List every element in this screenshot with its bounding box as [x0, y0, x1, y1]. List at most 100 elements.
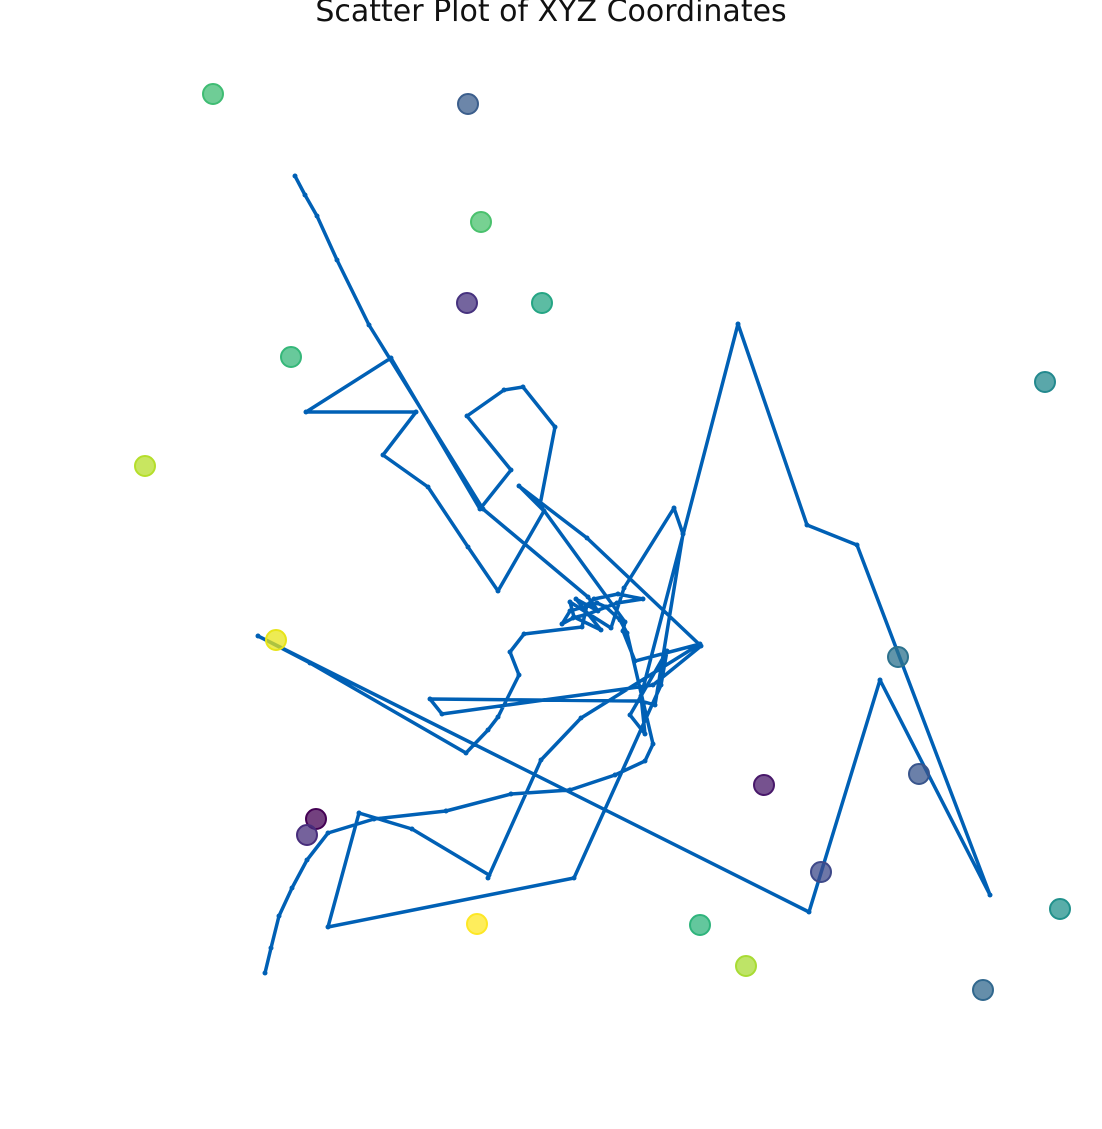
line-vertex	[516, 672, 522, 678]
line-vertex	[622, 619, 628, 625]
line-vertex	[303, 409, 309, 415]
line-vertex	[579, 624, 585, 630]
line-vertex	[508, 467, 514, 473]
line-vertex	[614, 600, 620, 606]
line-vertex	[642, 731, 648, 737]
scatter-point	[134, 455, 156, 477]
line-vertex	[598, 627, 604, 633]
line-vertex	[464, 413, 470, 419]
line-vertex	[304, 857, 310, 863]
scatter-point	[202, 83, 224, 105]
line-vertex	[302, 192, 308, 198]
line-vertex	[325, 830, 331, 836]
scatter-point	[810, 861, 832, 883]
scatter-point	[466, 913, 488, 935]
line-vertex	[632, 658, 638, 664]
line-vertex	[268, 945, 274, 951]
scatter-point	[456, 292, 478, 314]
scatter-point	[1049, 898, 1071, 920]
line-vertex	[594, 600, 600, 606]
line-vertex	[521, 631, 527, 637]
line-vertex	[638, 698, 644, 704]
line-vertex	[584, 602, 590, 608]
scatter-point	[280, 346, 302, 368]
line-vertex	[465, 544, 471, 550]
line-vertex	[591, 596, 597, 602]
line-vertex	[627, 712, 633, 718]
line-vertex	[537, 502, 543, 508]
line-vertex	[485, 727, 491, 733]
line-vertex	[486, 872, 492, 878]
line-vertex	[477, 506, 483, 512]
line-vertex	[552, 424, 558, 430]
line-vertex	[425, 484, 431, 490]
line-vertex	[292, 173, 298, 179]
line-vertex	[495, 714, 501, 720]
line-vertex	[463, 750, 469, 756]
line-vertex	[541, 508, 547, 514]
scatter-point	[908, 763, 930, 785]
line-vertex	[987, 892, 993, 898]
line-vertex	[443, 808, 449, 814]
scatter-point	[753, 774, 775, 796]
scatter-point	[887, 646, 909, 668]
line-vertex	[652, 702, 658, 708]
line-vertex	[638, 693, 644, 699]
line-vertex	[334, 257, 340, 263]
scatter-point	[531, 292, 553, 314]
line-vertex	[507, 649, 513, 655]
line-vertex	[573, 596, 579, 602]
line-vertex	[409, 826, 415, 832]
scatter-points-group	[134, 83, 1071, 1001]
line-vertex	[595, 608, 601, 614]
line-vertex	[307, 660, 313, 666]
chart-title: Scatter Plot of XYZ Coordinates	[315, 0, 787, 29]
line-vertex	[567, 787, 573, 793]
line-vertex	[501, 387, 507, 393]
scatter-point	[296, 824, 318, 846]
line-vertex	[735, 321, 741, 327]
line-vertex	[567, 599, 573, 605]
line-vertex	[255, 633, 261, 639]
line-vertex	[289, 885, 295, 891]
scatter-point	[265, 629, 287, 651]
line-vertex	[680, 531, 686, 537]
line-vertex	[877, 677, 883, 683]
line-vertex	[413, 409, 419, 415]
line-vertex	[806, 909, 812, 915]
line-vertex	[804, 522, 810, 528]
line-vertex	[388, 355, 394, 361]
line-vertex	[615, 591, 621, 597]
line-vertex	[642, 758, 648, 764]
connecting-line	[256, 174, 992, 975]
line-vertex	[567, 608, 573, 614]
line-vertex	[571, 875, 577, 881]
line-vertex	[570, 615, 576, 621]
line-vertex	[650, 682, 656, 688]
line-vertex	[608, 625, 614, 631]
line-vertex	[314, 213, 320, 219]
line-vertex	[624, 630, 630, 636]
line-vertex	[559, 621, 565, 627]
line-vertex	[585, 594, 591, 600]
line-vertex	[621, 585, 627, 591]
line-vertex	[427, 696, 433, 702]
line-vertex	[262, 970, 268, 976]
line-vertex	[650, 741, 656, 747]
line-vertex	[366, 322, 372, 328]
line-vertex	[612, 772, 618, 778]
scatter-point	[735, 955, 757, 977]
line-series-group	[255, 173, 993, 976]
scatter-point	[457, 93, 479, 115]
line-vertex	[508, 791, 514, 797]
line-vertex	[617, 617, 623, 623]
line-vertex	[664, 648, 670, 654]
line-vertex	[495, 588, 501, 594]
line-vertex	[658, 682, 664, 688]
line-vertex	[585, 611, 591, 617]
line-vertex	[697, 641, 703, 647]
line-vertex	[671, 505, 677, 511]
line-vertex	[538, 757, 544, 763]
line-vertex	[620, 628, 626, 634]
line-vertex	[356, 810, 362, 816]
